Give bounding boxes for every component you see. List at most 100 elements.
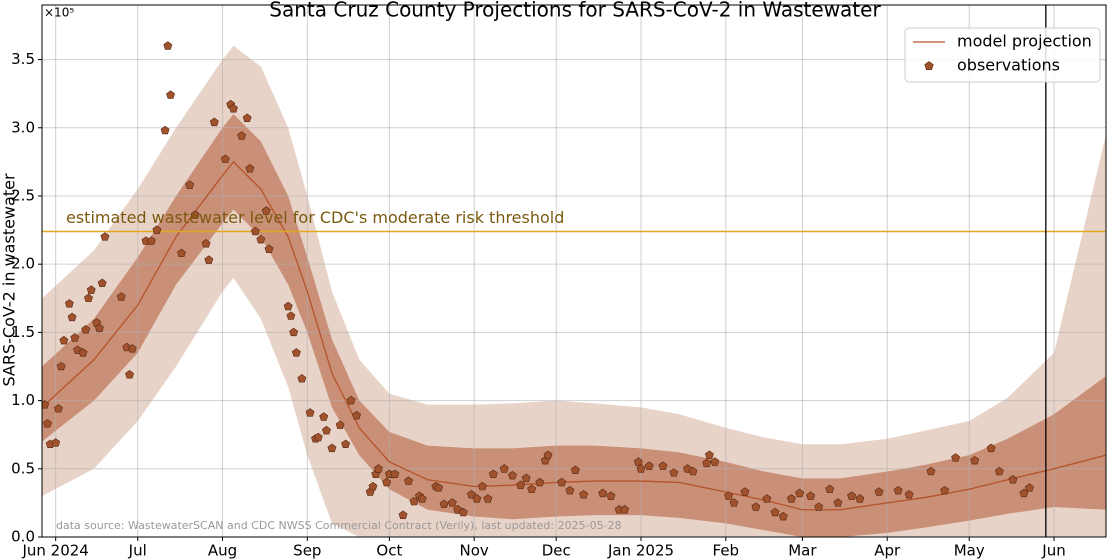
- observation-point: [42, 400, 50, 409]
- threshold-label: estimated wastewater level for CDC's mod…: [66, 208, 564, 227]
- observation-point: [434, 483, 444, 492]
- observation-point: [237, 131, 247, 140]
- observation-point: [152, 225, 162, 234]
- legend-box: [904, 27, 1101, 83]
- observation-point: [704, 450, 714, 459]
- observation-point: [64, 299, 74, 308]
- observation-point: [729, 498, 739, 507]
- observation-point: [346, 395, 356, 405]
- legend-marker-swatch: [924, 61, 934, 70]
- x-tick-label: Nov: [460, 542, 489, 560]
- observation-point: [762, 494, 772, 503]
- observation-point: [472, 494, 482, 503]
- observation-point: [51, 438, 61, 447]
- observation-point: [904, 490, 914, 499]
- observation-point: [116, 292, 126, 301]
- observation-point: [327, 443, 337, 453]
- observation-point: [710, 457, 720, 466]
- observation-point: [94, 323, 104, 333]
- observation-point: [190, 210, 200, 219]
- plot-area: [42, 5, 1106, 537]
- observation-point: [127, 344, 137, 353]
- observation-point: [724, 491, 733, 500]
- y-tick-label: 1.5: [11, 323, 35, 341]
- observation-point: [893, 485, 903, 495]
- observation-point: [516, 480, 526, 489]
- observation-point: [201, 239, 211, 248]
- observation-point: [795, 488, 805, 498]
- observation-point: [84, 293, 93, 303]
- observation-point: [633, 457, 643, 466]
- y-tick-label: 2.0: [11, 255, 35, 273]
- observation-point: [283, 301, 293, 311]
- observation-point: [483, 494, 493, 503]
- observation-point: [620, 505, 630, 514]
- observation-point: [439, 499, 449, 509]
- observation-point: [286, 311, 296, 320]
- observation-point: [160, 125, 170, 135]
- observation-point: [166, 90, 175, 99]
- observation-point: [297, 374, 307, 383]
- x-tick-label: Feb: [713, 542, 740, 560]
- observation-point: [204, 255, 214, 264]
- observation-point: [56, 361, 66, 371]
- observation-point: [458, 507, 468, 517]
- observation-point: [466, 490, 476, 499]
- observation-point: [289, 327, 299, 337]
- observation-point: [986, 443, 996, 453]
- observation-point: [1024, 483, 1034, 492]
- observation-point: [404, 476, 413, 485]
- observation-point: [335, 420, 345, 429]
- observation-point: [185, 180, 195, 189]
- x-tick-label: Aug: [208, 542, 237, 560]
- source-note: data source: WastewaterSCAN and CDC NWSS…: [56, 519, 622, 532]
- observation-point: [521, 473, 531, 483]
- observation-point: [499, 464, 509, 473]
- y-axis-label: SARS-CoV-2 in wastewater: [0, 173, 19, 386]
- plot-frame: [41, 4, 1107, 538]
- observation-point: [86, 285, 96, 294]
- observation-point: [447, 498, 457, 507]
- x-tick-label: May: [954, 542, 985, 560]
- observation-point: [951, 453, 961, 462]
- x-tick-label: Sep: [293, 542, 321, 560]
- observation-point: [508, 470, 517, 480]
- x-tick-label: Jun: [1041, 542, 1065, 560]
- observation-point: [1008, 475, 1018, 484]
- observation-point: [535, 477, 545, 487]
- observation-point: [557, 477, 567, 487]
- legend-label: model projection: [957, 32, 1092, 51]
- observation-point: [970, 455, 980, 465]
- observation-point: [382, 477, 392, 487]
- observation-point: [669, 468, 679, 477]
- observation-point: [256, 234, 266, 244]
- observation-point: [874, 487, 884, 496]
- observation-point: [305, 408, 315, 417]
- x-tick-label: Jul: [128, 542, 147, 560]
- observation-point: [855, 494, 865, 503]
- x-tick-label: Oct: [376, 542, 402, 560]
- y-tick-label: 3.0: [11, 118, 35, 136]
- observation-point: [125, 369, 134, 379]
- observation-point: [565, 485, 575, 495]
- observation-point: [477, 481, 487, 491]
- observation-point: [245, 164, 255, 173]
- observation-point: [59, 335, 69, 345]
- observation-point: [291, 348, 301, 357]
- observation-point: [994, 466, 1004, 476]
- observation-point: [825, 484, 835, 494]
- observation-point: [636, 464, 646, 473]
- observation-point: [417, 494, 427, 503]
- observation-point: [220, 154, 230, 163]
- observation-point: [770, 507, 780, 517]
- y-tick-label: 3.5: [11, 50, 35, 68]
- observation-point: [373, 464, 383, 473]
- observation-point: [313, 432, 323, 442]
- x-tick-label: Jun 2024: [21, 542, 88, 560]
- observation-point: [100, 232, 110, 241]
- observation-point: [833, 498, 843, 507]
- observation-point: [751, 502, 761, 511]
- observation-point: [644, 461, 654, 470]
- observation-point: [543, 450, 553, 459]
